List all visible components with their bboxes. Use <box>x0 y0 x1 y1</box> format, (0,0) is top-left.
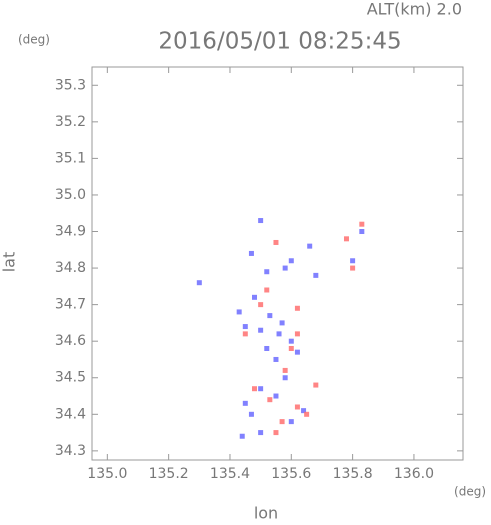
y-tick-label: 34.9 <box>55 224 86 240</box>
point <box>279 320 285 326</box>
point <box>350 265 356 271</box>
x-unit: (deg) <box>454 485 486 499</box>
point <box>343 236 349 242</box>
point <box>248 250 254 256</box>
point <box>258 327 264 333</box>
point <box>301 408 307 414</box>
y-tick-label: 34.3 <box>55 443 86 459</box>
x-tick-label: 135.2 <box>149 466 189 482</box>
point <box>288 338 294 344</box>
point <box>294 404 300 410</box>
point <box>359 221 365 227</box>
point <box>242 331 248 337</box>
point <box>279 419 285 425</box>
y-tick-label: 34.7 <box>55 297 86 313</box>
y-tick-label: 34.6 <box>55 333 86 349</box>
point <box>273 393 279 399</box>
y-tick-label: 34.8 <box>55 260 86 276</box>
x-tick-label: 136.0 <box>394 466 434 482</box>
chart-title: 2016/05/01 08:25:45 <box>158 29 401 55</box>
x-tick-label: 135.6 <box>271 466 311 482</box>
point <box>258 386 264 392</box>
point <box>264 269 270 275</box>
y-tick-label: 35.2 <box>55 114 86 130</box>
y-tick-label: 35.0 <box>55 187 86 203</box>
y-tick-label: 35.3 <box>55 77 86 93</box>
point <box>313 382 319 388</box>
y-unit: (deg) <box>18 33 50 47</box>
point <box>252 294 258 300</box>
point <box>276 331 282 337</box>
point <box>264 287 270 293</box>
point <box>258 218 264 224</box>
point <box>248 411 254 417</box>
point <box>294 349 300 355</box>
point <box>242 400 248 406</box>
plot-frame <box>91 66 464 461</box>
y-tick-label: 34.4 <box>55 406 86 422</box>
y-tick-label: 34.5 <box>55 370 86 386</box>
point <box>258 302 264 308</box>
point <box>273 356 279 362</box>
point <box>294 305 300 311</box>
point <box>196 280 202 286</box>
point <box>288 419 294 425</box>
point <box>359 229 365 235</box>
point <box>313 272 319 278</box>
y-axis-label: lat <box>0 252 19 273</box>
x-tick-label: 135.0 <box>87 466 127 482</box>
point <box>258 430 264 436</box>
point <box>252 386 258 392</box>
x-tick-label: 135.8 <box>333 466 373 482</box>
point <box>304 411 310 417</box>
point <box>239 433 245 439</box>
point <box>242 324 248 330</box>
point <box>236 309 242 315</box>
point <box>282 367 288 373</box>
point <box>267 397 273 403</box>
point <box>282 375 288 381</box>
point <box>282 265 288 271</box>
point <box>294 331 300 337</box>
point <box>350 258 356 264</box>
point <box>307 243 313 249</box>
point <box>273 239 279 245</box>
x-axis-label: lon <box>254 504 278 522</box>
y-tick-label: 35.1 <box>55 150 86 166</box>
x-tick-label: 135.4 <box>210 466 250 482</box>
point <box>264 345 270 351</box>
point <box>273 430 279 436</box>
point <box>288 345 294 351</box>
subtitle: ALT(km) 2.0 <box>367 0 462 19</box>
point <box>288 258 294 264</box>
point <box>267 313 273 319</box>
